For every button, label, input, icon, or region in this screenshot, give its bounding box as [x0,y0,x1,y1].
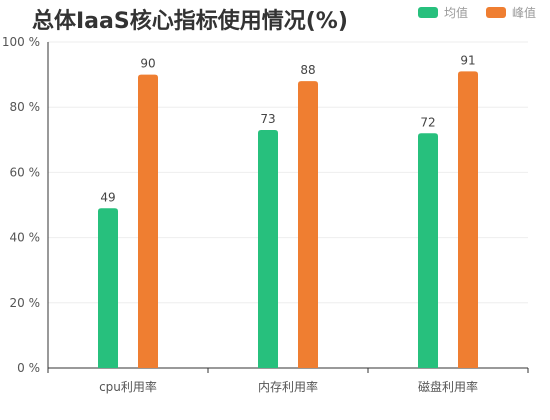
bar-mean-2 [418,133,438,368]
bar-peak-2 [458,71,478,368]
bar-value-label-peak-1: 88 [300,63,315,77]
bar-peak-1 [298,81,318,369]
x-tick-label-1: 内存利用率 [258,379,318,394]
bar-mean-1 [258,130,278,368]
x-tick-label-0: cpu利用率 [99,379,157,394]
chart-title: 总体IaaS核心指标使用情况(%) [32,9,348,34]
y-tick-label-20: 20 % [10,296,41,310]
legend-label-mean: 均值 [443,6,468,20]
bar-value-label-peak-0: 90 [140,57,155,71]
y-tick-label-60: 60 % [10,165,41,179]
legend-item-mean[interactable]: 均值 [417,4,468,21]
legend: 均值 峰值 [417,4,536,21]
y-tick-label-0: 0 % [17,361,40,375]
bar-value-label-mean-1: 73 [260,112,275,126]
bar-peak-0 [138,74,158,368]
y-tick-label-80: 80 % [10,100,41,114]
bar-value-label-mean-0: 49 [100,190,115,204]
bar-value-label-mean-2: 72 [420,115,435,129]
y-tick-label-100: 100 % [2,35,40,49]
legend-label-peak: 峰值 [511,6,536,20]
legend-swatch-peak [485,7,506,18]
y-tick-label-40: 40 % [10,231,41,245]
bar-mean-0 [98,208,118,368]
x-tick-label-2: 磁盘利用率 [418,379,478,394]
bar-value-label-peak-2: 91 [460,53,475,67]
legend-item-peak[interactable]: 峰值 [485,4,536,21]
legend-swatch-mean [417,7,438,18]
